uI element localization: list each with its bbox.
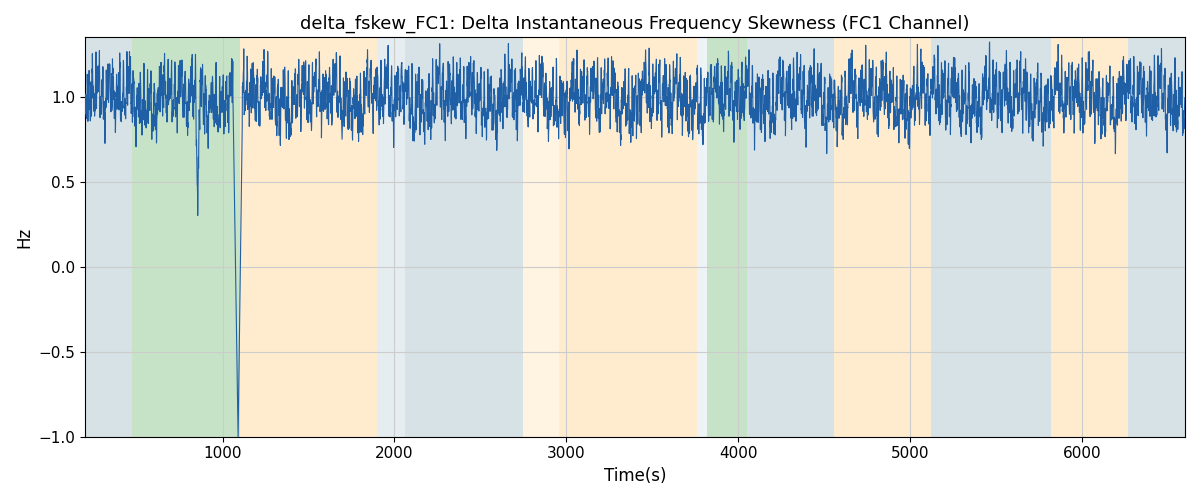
Bar <box>707 38 746 436</box>
Bar <box>240 38 377 436</box>
Bar <box>746 38 834 436</box>
Bar <box>85 38 132 436</box>
Bar <box>1128 38 1186 436</box>
Bar <box>404 38 523 436</box>
X-axis label: Time(s): Time(s) <box>604 467 666 485</box>
Y-axis label: Hz: Hz <box>14 226 32 248</box>
Bar <box>697 38 707 436</box>
Bar <box>132 38 240 436</box>
Bar <box>559 38 697 436</box>
Bar <box>523 38 559 436</box>
Bar <box>377 38 404 436</box>
Bar <box>1051 38 1128 436</box>
Bar <box>834 38 931 436</box>
Bar <box>931 38 1051 436</box>
Title: delta_fskew_FC1: Delta Instantaneous Frequency Skewness (FC1 Channel): delta_fskew_FC1: Delta Instantaneous Fre… <box>300 15 970 34</box>
